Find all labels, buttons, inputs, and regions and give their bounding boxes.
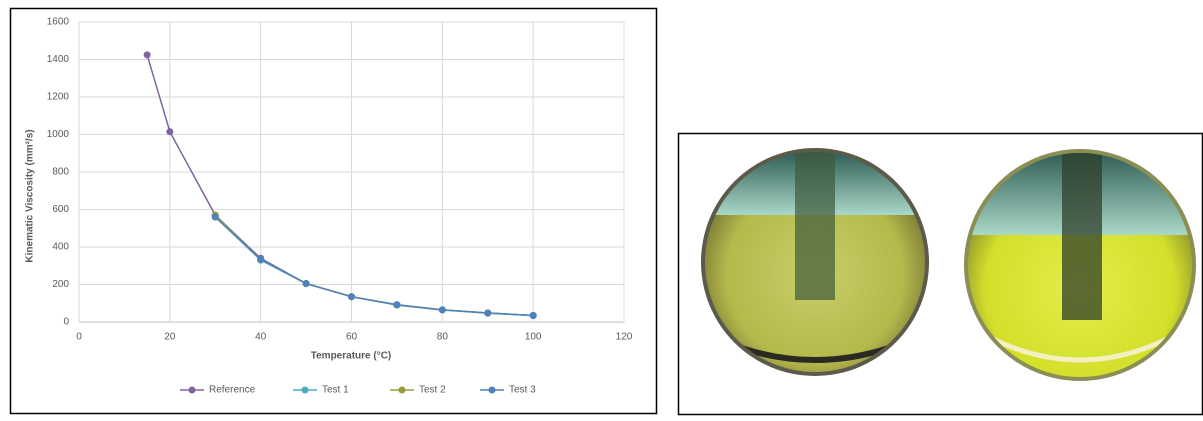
legend-label: Test 3 (509, 385, 536, 396)
x-tick-label: 120 (616, 332, 633, 343)
data-point (144, 51, 151, 58)
y-tick-label: 600 (52, 204, 69, 215)
y-tick-label: 1000 (47, 129, 70, 140)
legend-marker (302, 387, 309, 394)
legend-marker (489, 387, 496, 394)
x-tick-label: 100 (525, 332, 542, 343)
data-point (303, 280, 310, 287)
data-point (530, 312, 537, 319)
data-point (348, 293, 355, 300)
x-tick-label: 60 (346, 332, 358, 343)
data-point (439, 306, 446, 313)
legend-marker (399, 387, 406, 394)
y-tick-label: 1200 (47, 92, 70, 103)
y-tick-label: 0 (63, 317, 69, 328)
legend-marker (189, 387, 196, 394)
figure: Temperature (°C) Kinematic Viscosity (mm… (0, 0, 1203, 416)
x-tick-label: 40 (255, 332, 267, 343)
y-tick-label: 800 (52, 167, 69, 178)
y-tick-label: 200 (52, 279, 69, 290)
x-axis-title: Temperature (°C) (311, 351, 392, 362)
data-point (393, 301, 400, 308)
data-point (166, 128, 173, 135)
y-axis-title: Kinematic Viscosity (mm²/s) (25, 129, 36, 262)
legend-label: Reference (209, 385, 256, 396)
y-tick-label: 1400 (47, 54, 70, 65)
sample-tube (1062, 150, 1102, 320)
y-tick-label: 1600 (47, 17, 70, 28)
y-tick-label: 400 (52, 242, 69, 253)
sample-tube (795, 150, 835, 300)
legend-label: Test 1 (322, 385, 349, 396)
x-tick-label: 80 (437, 332, 449, 343)
x-tick-label: 20 (164, 332, 176, 343)
page: {"chart_data": {"type": "line", "x_label… (0, 0, 1203, 416)
data-point (257, 256, 264, 263)
legend-label: Test 2 (419, 385, 446, 396)
data-point (484, 310, 491, 317)
data-point (212, 214, 219, 221)
x-tick-label: 0 (76, 332, 82, 343)
